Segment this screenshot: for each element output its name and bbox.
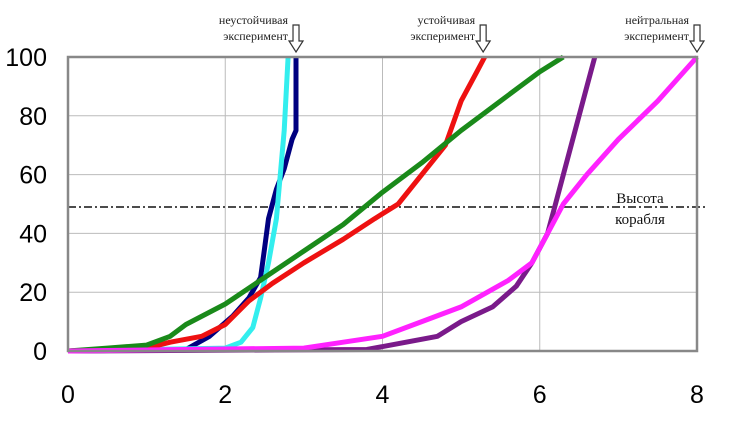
x-tick-label: 8	[690, 381, 704, 409]
x-tick-label: 4	[376, 381, 390, 409]
annotation-label: эксперимент	[624, 29, 690, 43]
x-tick-label: 2	[218, 381, 232, 409]
annotation-label: неустойчивая	[219, 13, 289, 27]
annotation-label: эксперимент	[410, 29, 476, 43]
ship-height-label: Высота	[616, 191, 664, 207]
series-line-2	[67, 55, 487, 354]
series-line-4	[67, 56, 598, 354]
grid	[67, 56, 698, 352]
ship-height-label: корабля	[615, 212, 665, 228]
down-arrow-icon	[287, 24, 305, 54]
y-tick-label: 60	[19, 162, 47, 190]
annotation-label: эксперимент	[223, 29, 289, 43]
x-tick-label: 6	[533, 381, 547, 409]
annotation-label: нейтральная	[625, 13, 689, 27]
y-tick-label: 0	[33, 338, 47, 366]
series-line-5	[67, 55, 699, 354]
series-group	[67, 54, 699, 354]
y-tick-label: 40	[19, 220, 47, 248]
annotations: неустойчивая эксперимент устойчивая экспери…	[219, 13, 706, 54]
plot-frame	[66, 55, 699, 353]
series-line-0	[67, 57, 299, 354]
x-tick-label: 0	[61, 381, 75, 409]
y-tick-label: 20	[19, 279, 47, 307]
reference-line-group: Высота корабля	[68, 191, 707, 228]
series-line-1	[67, 56, 291, 354]
down-arrow-icon	[475, 24, 492, 54]
down-arrow-icon	[688, 24, 706, 54]
y-tick-label: 80	[19, 103, 47, 131]
series-line-3	[67, 54, 565, 354]
y-tick-label: 100	[5, 44, 47, 72]
annotation-label: устойчивая	[417, 13, 475, 27]
